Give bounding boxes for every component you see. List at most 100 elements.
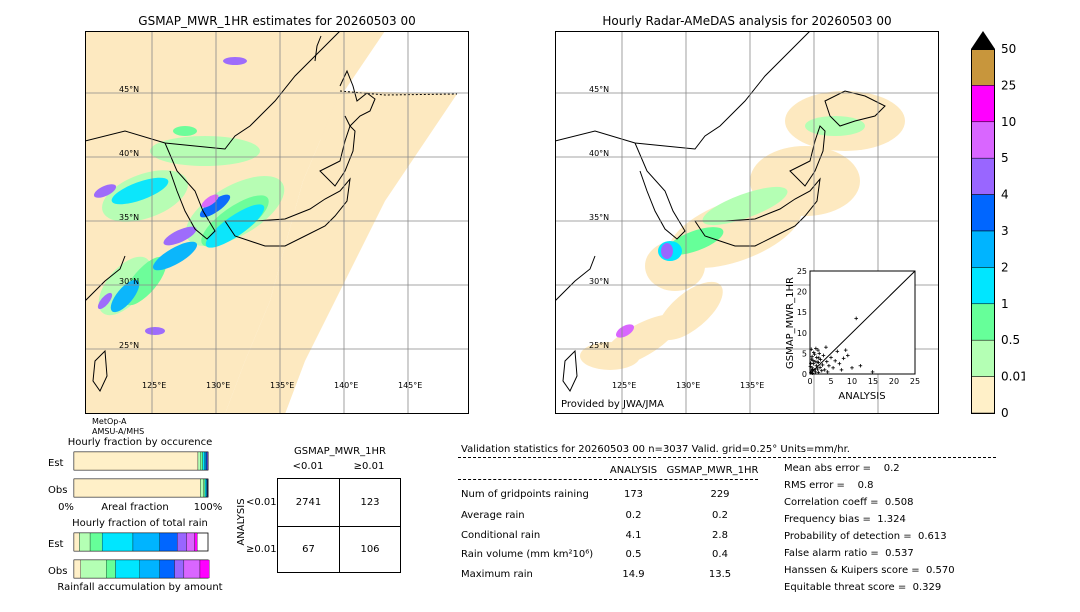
scatter-point xyxy=(843,348,848,352)
contingency-cell: 123 xyxy=(360,497,380,508)
validation-score: Frequency bias = 1.324 xyxy=(784,514,906,525)
scatter-point xyxy=(812,352,817,357)
fraction-bar-segment xyxy=(177,532,187,552)
fraction-bar-segment xyxy=(200,478,204,498)
left-map-coastlines xyxy=(85,31,376,392)
left-map-title: GSMAP_MWR_1HR estimates for 20260503 00 xyxy=(138,14,416,28)
contingency-row-header: <0.01 xyxy=(246,497,277,508)
scatter-xtick: 25 xyxy=(910,377,920,386)
validation-score: Correlation coeff = 0.508 xyxy=(784,497,914,508)
fraction-bar-segment xyxy=(174,559,185,579)
fraction-bar-segment xyxy=(159,532,178,552)
scatter-point xyxy=(839,368,844,372)
colorbar-cell xyxy=(971,48,995,86)
total-rain-title: Hourly fraction of total rain xyxy=(72,518,208,529)
scatter-point xyxy=(858,363,863,368)
colorbar-label: 4 xyxy=(1001,188,1009,202)
fraction-bar-segment xyxy=(205,451,208,471)
scatter-point xyxy=(813,370,818,374)
scatter-point xyxy=(815,360,819,364)
scatter-xlabel: ANALYSIS xyxy=(838,391,885,402)
validation-score: RMS error = 0.8 xyxy=(784,480,874,491)
scatter-diagonal xyxy=(809,270,916,375)
right-map-coastlines xyxy=(555,31,886,392)
scatter-point xyxy=(813,359,817,364)
contingency-table: 2741 123 67 106 xyxy=(277,478,401,573)
scatter-point xyxy=(829,355,833,360)
colorbar-cell xyxy=(971,157,995,195)
right-map: 45°N 40°N 35°N 30°N 25°N 125°E 130°E 135… xyxy=(555,31,939,414)
scatter-point xyxy=(810,354,814,359)
colorbar-label: 1 xyxy=(1001,297,1009,311)
scatter-point xyxy=(841,356,846,361)
scatter-point xyxy=(827,363,831,368)
scatter-point xyxy=(812,368,816,372)
sensor-line: MetOp-A xyxy=(92,417,127,426)
occurrence-chart: Est Obs 0% Areal fraction 100% xyxy=(48,451,222,513)
fraction-bar-segment xyxy=(197,451,201,471)
validation-row-analysis: 173 xyxy=(623,489,644,500)
total-rain-row-label: Obs xyxy=(48,566,67,577)
right-lat-label: 40°N xyxy=(589,149,609,158)
total-rain-chart: Est Obs Rainfall accumulation by amount xyxy=(48,532,223,593)
fraction-bar-segment xyxy=(204,451,207,471)
validation-row-analysis: 0.2 xyxy=(625,510,642,521)
scatter-point xyxy=(850,366,854,370)
validation-header: Validation statistics for 20260503 00 n=… xyxy=(461,444,850,455)
sensor-info: MetOp-A AMSU-A/MHS xyxy=(92,417,144,437)
validation-score: False alarm ratio = 0.537 xyxy=(784,548,914,559)
validation-row-gsmap: 229 xyxy=(710,489,730,500)
fraction-bar-segment xyxy=(115,559,140,579)
colorbar-label: 10 xyxy=(1001,115,1016,129)
scatter-point xyxy=(816,348,820,352)
right-lat-label: 45°N xyxy=(589,85,609,94)
scatter-ytick: 0 xyxy=(802,370,807,379)
colorbar-label: 3 xyxy=(1001,224,1009,238)
scatter-point xyxy=(817,351,822,356)
scatter-ylabel: GSMAP_MWR_1HR xyxy=(785,277,796,369)
contingency-cell: 106 xyxy=(360,544,380,555)
scatter-point xyxy=(814,363,819,368)
validation-row-analysis: 4.1 xyxy=(625,530,642,541)
occurrence-row-label: Est xyxy=(48,458,64,469)
right-map-title: Hourly Radar-AMeDAS analysis for 2026050… xyxy=(602,14,892,28)
scatter-point xyxy=(809,370,813,375)
validation-row-analysis: 14.9 xyxy=(622,569,645,580)
colorbar: 50 25 10 5 4 3 2 1 0.5 0.01 0 xyxy=(971,31,1025,418)
validation-col-analysis: ANALYSIS xyxy=(609,465,658,476)
colorbar-cell xyxy=(971,303,995,341)
scatter-point xyxy=(837,361,842,366)
scatter-xtick: 10 xyxy=(847,377,857,386)
left-map-rain xyxy=(93,57,285,335)
scatter-points xyxy=(808,316,875,375)
scatter-point xyxy=(825,370,830,374)
scatter-plot: 0 5 10 15 20 25 0 5 10 15 20 25 ANALYSIS GSMAP_MWR… xyxy=(785,267,920,402)
scatter-point xyxy=(822,368,827,372)
contingency-row-header: ≥0.01 xyxy=(246,544,277,555)
scatter-point xyxy=(825,359,829,364)
fraction-bar-segment xyxy=(183,559,201,579)
scatter-point xyxy=(814,346,818,351)
validation-row-label: Rain volume (mm km²10⁶) xyxy=(461,549,594,560)
validation-col-gsmap: GSMAP_MWR_1HR xyxy=(666,465,759,476)
left-lat-label: 35°N xyxy=(119,213,139,222)
left-map: 45°N 40°N 35°N 30°N 25°N 125°E 130°E 135… xyxy=(85,31,469,414)
validation-score: Probability of detection = 0.613 xyxy=(784,531,947,542)
right-map-rain xyxy=(615,116,865,338)
colorbar-label: 50 xyxy=(1001,42,1016,56)
provider-label: Provided by JWA/JMA xyxy=(561,399,664,410)
fraction-bar-segment xyxy=(200,451,203,471)
colorbar-cell xyxy=(971,85,995,123)
validation-row-gsmap: 2.8 xyxy=(712,530,728,541)
fraction-bar-segment xyxy=(89,532,103,552)
validation-row-analysis: 0.5 xyxy=(625,549,642,560)
validation-score: Hanssen & Kuipers score = 0.570 xyxy=(784,565,955,576)
colorbar-label: 0 xyxy=(1001,406,1009,418)
right-lat-label: 25°N xyxy=(589,341,609,350)
colorbar-cell xyxy=(971,339,995,377)
fraction-bar-segment xyxy=(73,559,81,579)
colorbar-label: 0.5 xyxy=(1001,333,1020,347)
colorbar-cell xyxy=(971,267,995,305)
left-lon-label: 135°E xyxy=(270,381,294,390)
scatter-point xyxy=(818,365,822,370)
